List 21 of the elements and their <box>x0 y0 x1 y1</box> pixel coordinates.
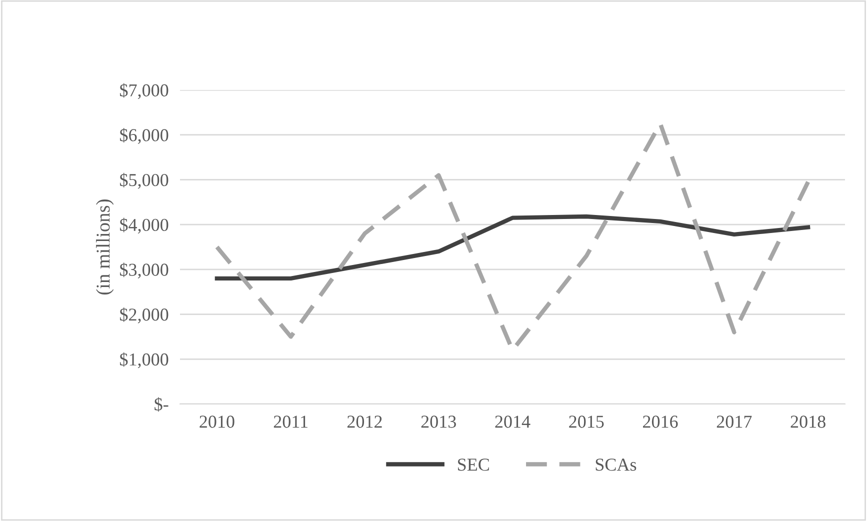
legend-label: SCAs <box>596 458 636 471</box>
y-tick-label: $6,000 <box>120 128 168 144</box>
x-tick-label: 2015 <box>569 416 604 428</box>
y-axis-title: (in millions) <box>96 200 114 294</box>
x-tick-label: 2011 <box>274 416 308 428</box>
line-series <box>214 214 810 280</box>
y-tick-label: $7,000 <box>120 83 168 100</box>
y-tick-label: $5,000 <box>120 172 168 189</box>
legend-label: SEC <box>458 458 489 471</box>
x-tick-label: 2014 <box>495 416 530 428</box>
x-tick-label: 2010 <box>200 416 234 428</box>
x-tick-label: 2017 <box>716 416 752 428</box>
y-tick-label: $2,000 <box>120 307 168 324</box>
x-tick-label: 2016 <box>643 416 678 428</box>
y-tick-label: $- <box>154 397 168 412</box>
y-tick-label: $1,000 <box>120 352 168 368</box>
x-tick-label: 2013 <box>421 416 456 428</box>
y-tick-label: $3,000 <box>120 262 168 278</box>
x-tick-label: 2012 <box>347 416 382 428</box>
x-tick-label: 2018 <box>790 416 826 428</box>
y-tick-label: $4,000 <box>120 218 168 234</box>
